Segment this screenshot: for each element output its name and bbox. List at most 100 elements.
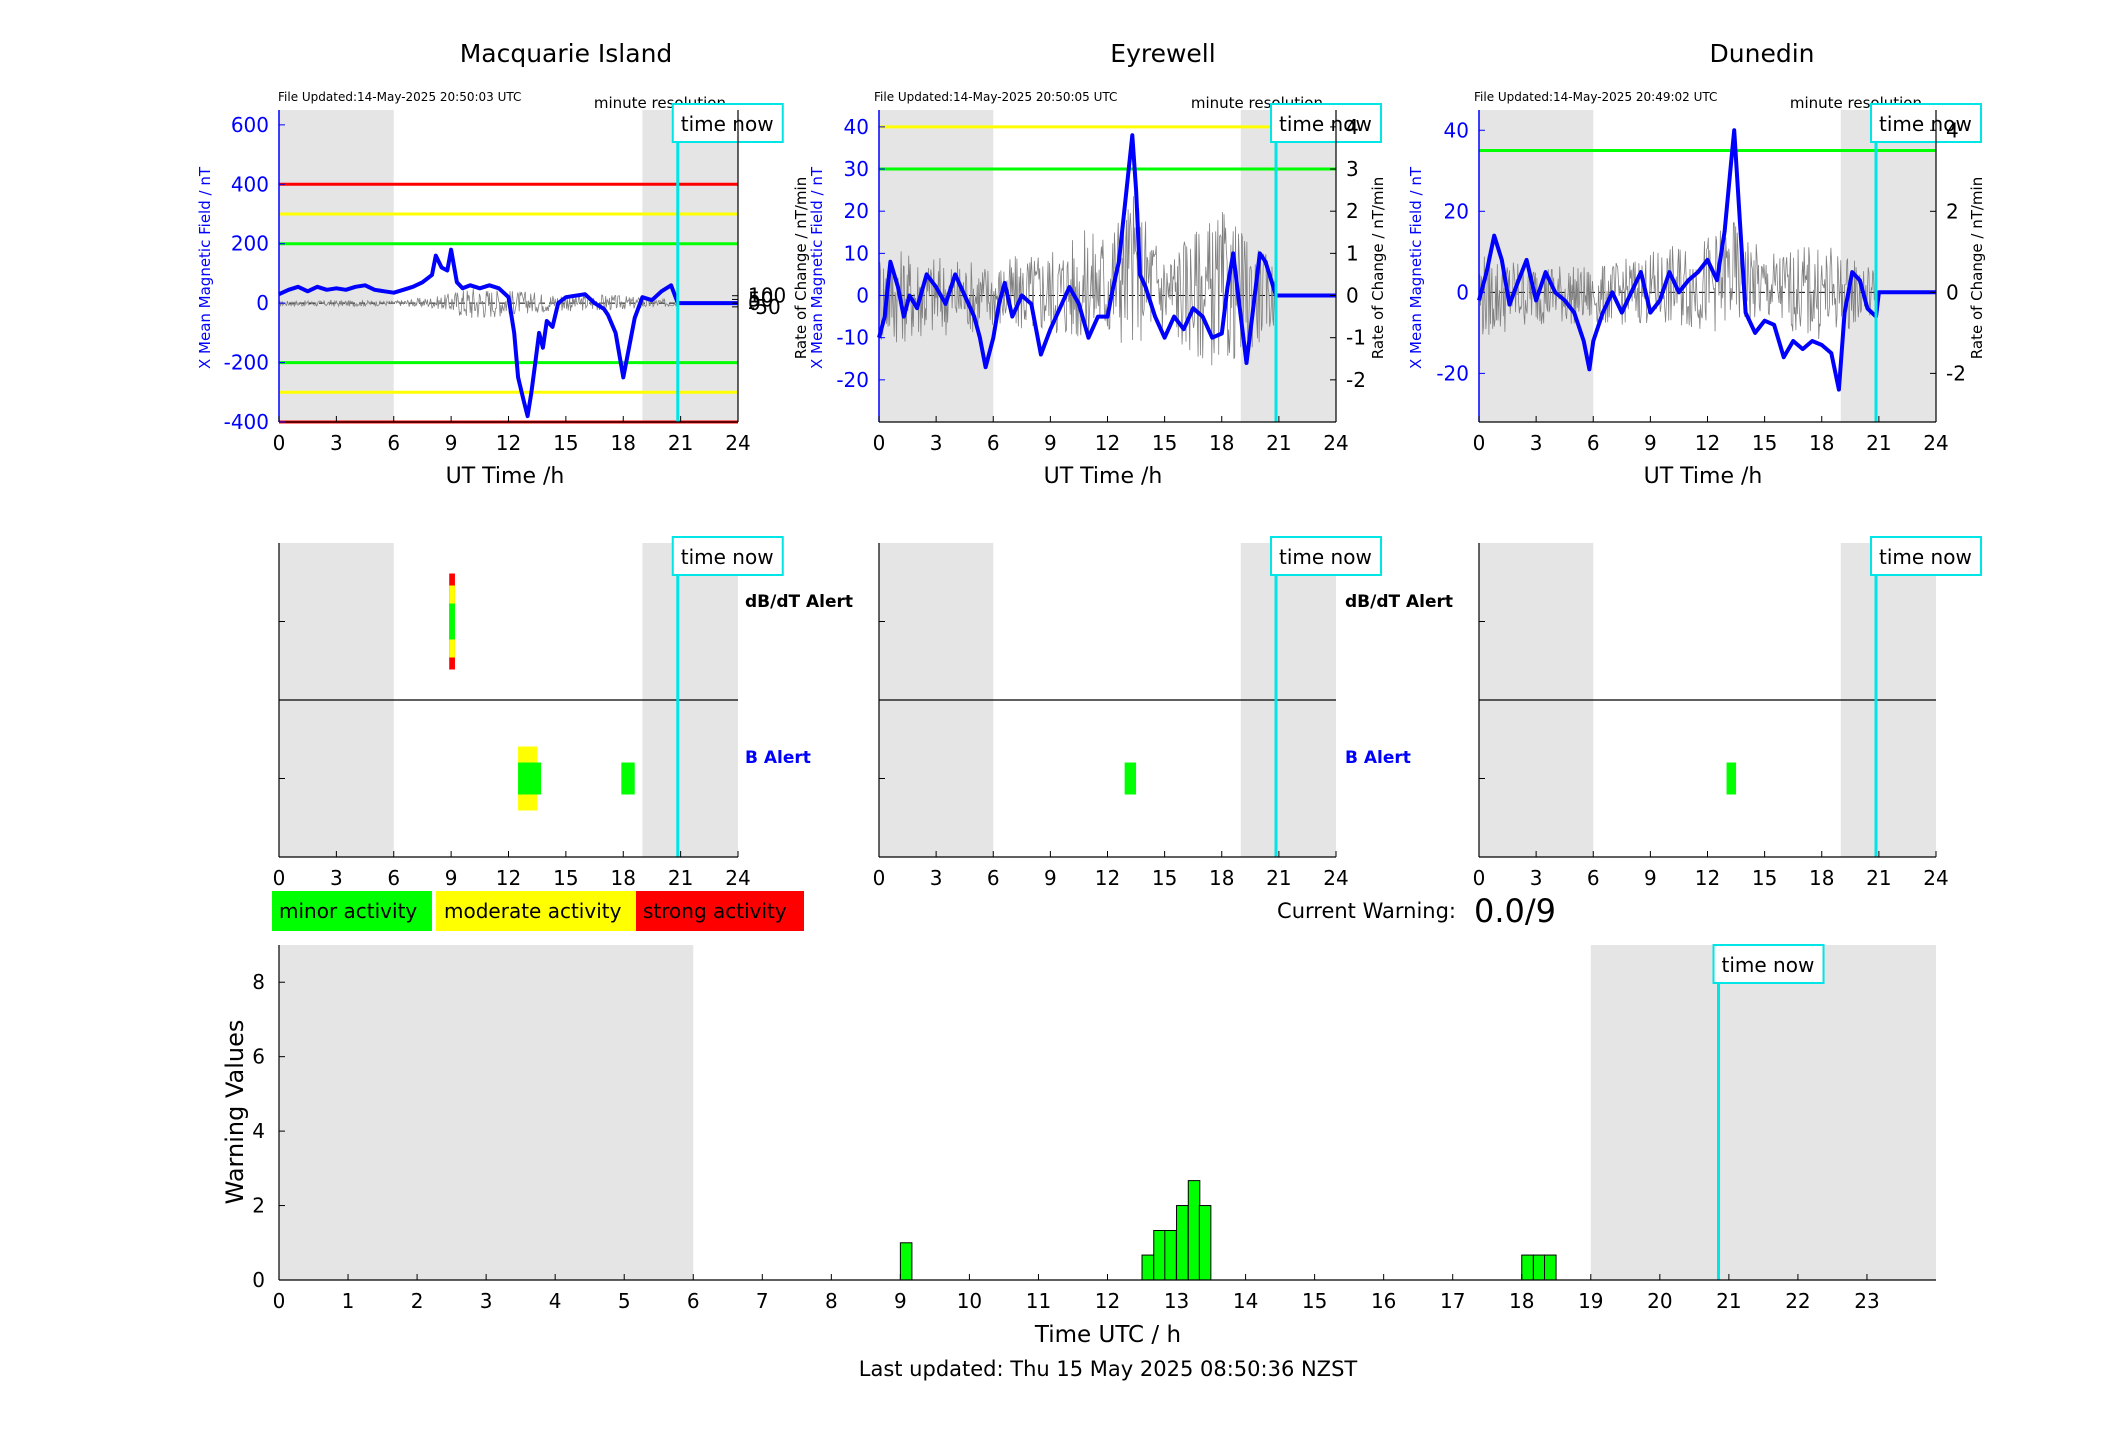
x-tick-label: 21 <box>1266 866 1291 890</box>
y-tick-label: 10 <box>844 241 869 265</box>
x-tick-label: 15 <box>1152 431 1177 455</box>
x-tick-label: 0 <box>1473 866 1486 890</box>
x-tick-label: 6 <box>1587 866 1600 890</box>
night-shading <box>642 110 738 422</box>
y2label-dunedin: Rate of Change / nT/min <box>1968 177 1986 359</box>
time-now-label: time now <box>681 545 774 569</box>
x-tick-label: 18 <box>1209 866 1234 890</box>
current-warning-value: 0.0/9 <box>1474 892 1556 930</box>
x-tick-label: 6 <box>687 1289 700 1313</box>
b-alert-mark <box>1726 762 1737 795</box>
x-tick-label: 3 <box>1530 431 1543 455</box>
x-tick-label: 6 <box>387 431 400 455</box>
x-tick-label: 22 <box>1785 1289 1810 1313</box>
y2-tick-label: -2 <box>1946 361 1966 385</box>
night-shading <box>1590 945 1936 1280</box>
alert-panel-dunedin: time now 0 3 6 9 12 15 18 21 24 <box>1473 536 1983 890</box>
x-tick-label: 12 <box>496 431 521 455</box>
y-tick-label: -400 <box>224 410 269 434</box>
x-tick-label: 6 <box>1587 431 1600 455</box>
x-tick-label: 3 <box>330 431 343 455</box>
warning-bar <box>1141 1254 1155 1281</box>
warning-bar <box>1164 1229 1177 1281</box>
file-updated-eyrewell: File Updated:14-May-2025 20:50:05 UTC <box>874 90 1117 104</box>
y-tick-label: -20 <box>1436 361 1469 385</box>
dbdt-alert-label-2: dB/dT Alert <box>1345 592 1453 612</box>
legend-moderate-label: moderate activity <box>444 899 622 923</box>
legend-minor-label: minor activity <box>279 899 417 923</box>
y2-tick-label: 2 <box>1946 199 1959 223</box>
time-now-box <box>1870 536 1983 576</box>
night-shading <box>879 110 994 422</box>
x-tick-label: 13 <box>1164 1289 1189 1313</box>
y-tick-label: 2 <box>252 1194 265 1218</box>
alert-panel-eyrewell: time now 0 3 6 9 12 15 18 21 24 <box>873 536 1383 890</box>
y2-tick-label: 0 <box>748 291 761 315</box>
y2-tick-label: -2 <box>1346 368 1366 392</box>
y2-tick-label: 4 <box>1946 118 1959 142</box>
y2-tick-label: 3 <box>1346 157 1359 181</box>
y-tick-label: 6 <box>252 1045 265 1069</box>
time-now-label: time now <box>1279 112 1372 136</box>
y-tick-label: 400 <box>231 172 269 196</box>
x-tick-label: 21 <box>1866 866 1891 890</box>
x-tick-label: 6 <box>987 431 1000 455</box>
title-macquarie: Macquarie Island <box>460 39 673 68</box>
x-tick-label: 9 <box>445 866 458 890</box>
y-tick-label: 0 <box>1456 280 1469 304</box>
x-tick-label: 3 <box>480 1289 493 1313</box>
magnetic-field-trace <box>278 247 738 419</box>
x-tick-label: 12 <box>1095 1289 1120 1313</box>
b-alert-mark <box>518 762 542 795</box>
y2-tick-label: 50 <box>748 287 773 311</box>
x-tick-label: 9 <box>894 1289 907 1313</box>
time-now-box <box>671 103 784 143</box>
ylabel-eyrewell: X Mean Magnetic Field / nT <box>808 166 826 369</box>
time-now-box <box>671 536 784 576</box>
x-tick-label: 15 <box>553 866 578 890</box>
x-tick-label: 12 <box>496 866 521 890</box>
y-tick-label: 200 <box>231 232 269 256</box>
x-tick-label: 12 <box>1095 431 1120 455</box>
x-tick-label: 15 <box>1152 866 1177 890</box>
magnetic-field-trace <box>1477 128 1936 392</box>
x-tick-label: 6 <box>387 866 400 890</box>
file-updated-dunedin: File Updated:14-May-2025 20:49:02 UTC <box>1474 90 1717 104</box>
y2-tick-label: 100 <box>748 284 786 308</box>
x-tick-label: 15 <box>553 431 578 455</box>
x-tick-label: 0 <box>873 866 886 890</box>
rate-of-change-trace <box>1478 222 1877 340</box>
rate-of-change-trace <box>278 288 678 318</box>
x-tick-label: 18 <box>611 866 636 890</box>
x-tick-label: 12 <box>1695 866 1720 890</box>
magnetometer-panel-macquarie: time now 0 3 6 9 12 15 18 21 24 -400 -200 0 200 400 600… <box>224 103 786 455</box>
b-alert-mark <box>621 762 635 795</box>
b-alert-mark <box>1124 762 1137 795</box>
x-tick-label: 18 <box>1509 1289 1534 1313</box>
x-tick-label: 1 <box>342 1289 355 1313</box>
warning-bar <box>899 1242 913 1281</box>
warning-bar <box>1187 1180 1201 1281</box>
x-tick-label: 2 <box>411 1289 424 1313</box>
time-now-box <box>1870 103 1983 143</box>
y2label-macquarie-side: Rate of Change / nT/min <box>792 177 810 359</box>
ylabel-dunedin: X Mean Magnetic Field / nT <box>1407 166 1425 369</box>
y2-tick-label: 0 <box>1946 280 1959 304</box>
x-tick-label: 24 <box>1323 431 1348 455</box>
y-tick-label: -200 <box>224 351 269 375</box>
x-tick-label: 23 <box>1854 1289 1879 1313</box>
x-tick-label: 3 <box>1530 866 1543 890</box>
night-shading <box>279 945 694 1280</box>
current-warning-label: Current Warning: <box>1277 899 1456 923</box>
x-tick-label: 4 <box>549 1289 562 1313</box>
warning-bar <box>1544 1254 1557 1281</box>
x-tick-label: 0 <box>873 431 886 455</box>
y2-tick-label: -50 <box>748 295 781 319</box>
legend-strong-label: strong activity <box>643 899 787 923</box>
warning-xlabel: Time UTC / h <box>1034 1322 1181 1348</box>
dbdt-alert-mark <box>449 603 455 640</box>
title-dunedin: Dunedin <box>1710 39 1815 68</box>
x-tick-label: 8 <box>825 1289 838 1313</box>
footer-last-updated: Last updated: Thu 15 May 2025 08:50:36 N… <box>859 1357 1358 1381</box>
